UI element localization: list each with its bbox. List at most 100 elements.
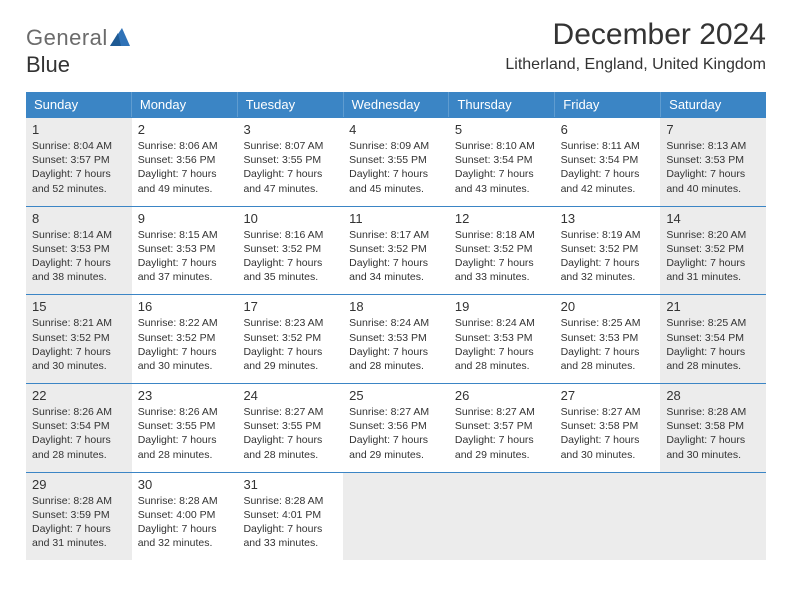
day-number: 24: [243, 388, 336, 403]
location-text: Litherland, England, United Kingdom: [505, 56, 766, 74]
day-cell: 26Sunrise: 8:27 AMSunset: 3:57 PMDayligh…: [449, 384, 555, 472]
day-info: Sunrise: 8:25 AMSunset: 3:54 PMDaylight:…: [666, 316, 759, 373]
sunrise-text: Sunrise: 8:17 AM: [349, 228, 442, 242]
day-number: 27: [561, 388, 654, 403]
daylight-text: Daylight: 7 hours and 29 minutes.: [243, 345, 336, 373]
day-of-week-row: Sunday Monday Tuesday Wednesday Thursday…: [26, 92, 766, 117]
week-row: 8Sunrise: 8:14 AMSunset: 3:53 PMDaylight…: [26, 206, 766, 295]
day-cell: [555, 473, 661, 561]
daylight-text: Daylight: 7 hours and 42 minutes.: [561, 167, 654, 195]
day-info: Sunrise: 8:04 AMSunset: 3:57 PMDaylight:…: [32, 139, 125, 196]
day-number: 21: [666, 299, 759, 314]
sunrise-text: Sunrise: 8:26 AM: [32, 405, 125, 419]
sunrise-text: Sunrise: 8:15 AM: [138, 228, 231, 242]
sunrise-text: Sunrise: 8:28 AM: [666, 405, 759, 419]
day-cell: 13Sunrise: 8:19 AMSunset: 3:52 PMDayligh…: [555, 207, 661, 295]
sunset-text: Sunset: 3:59 PM: [32, 508, 125, 522]
day-info: Sunrise: 8:28 AMSunset: 3:58 PMDaylight:…: [666, 405, 759, 462]
month-title: December 2024: [505, 18, 766, 52]
sunrise-text: Sunrise: 8:24 AM: [455, 316, 548, 330]
sunset-text: Sunset: 3:53 PM: [666, 153, 759, 167]
day-cell: 17Sunrise: 8:23 AMSunset: 3:52 PMDayligh…: [237, 295, 343, 383]
daylight-text: Daylight: 7 hours and 52 minutes.: [32, 167, 125, 195]
sunset-text: Sunset: 4:01 PM: [243, 508, 336, 522]
sunset-text: Sunset: 3:52 PM: [349, 242, 442, 256]
day-info: Sunrise: 8:17 AMSunset: 3:52 PMDaylight:…: [349, 228, 442, 285]
week-row: 1 Sunrise: 8:04 AMSunset: 3:57 PMDaylight…: [26, 117, 766, 206]
title-block: December 2024 Litherland, England, Unite…: [505, 18, 766, 74]
sunset-text: Sunset: 3:52 PM: [666, 242, 759, 256]
day-info: Sunrise: 8:27 AMSunset: 3:56 PMDaylight:…: [349, 405, 442, 462]
day-number: 16: [138, 299, 231, 314]
week-row: 22Sunrise: 8:26 AMSunset: 3:54 PMDayligh…: [26, 383, 766, 472]
sunset-text: Sunset: 3:55 PM: [138, 419, 231, 433]
sunset-text: Sunset: 3:56 PM: [138, 153, 231, 167]
sunrise-text: Sunrise: 8:26 AM: [138, 405, 231, 419]
sunrise-text: Sunrise: 8:22 AM: [138, 316, 231, 330]
day-info: Sunrise: 8:16 AMSunset: 3:52 PMDaylight:…: [243, 228, 336, 285]
sail-icon: [110, 26, 130, 52]
sunrise-text: Sunrise: 8:18 AM: [455, 228, 548, 242]
weeks-container: 1 Sunrise: 8:04 AMSunset: 3:57 PMDaylight…: [26, 117, 766, 560]
sunset-text: Sunset: 3:54 PM: [666, 331, 759, 345]
sunrise-text: Sunrise: 8:23 AM: [243, 316, 336, 330]
day-cell: 22Sunrise: 8:26 AMSunset: 3:54 PMDayligh…: [26, 384, 132, 472]
day-cell: 19Sunrise: 8:24 AMSunset: 3:53 PMDayligh…: [449, 295, 555, 383]
day-number: 13: [561, 211, 654, 226]
day-cell: [343, 473, 449, 561]
daylight-text: Daylight: 7 hours and 32 minutes.: [138, 522, 231, 550]
daylight-text: Daylight: 7 hours and 35 minutes.: [243, 256, 336, 284]
sunrise-text: Sunrise: 8:21 AM: [32, 316, 125, 330]
day-cell: 30Sunrise: 8:28 AMSunset: 4:00 PMDayligh…: [132, 473, 238, 561]
sunrise-text: Sunrise: 8:25 AM: [561, 316, 654, 330]
day-number: 5: [455, 122, 548, 137]
day-cell: 11Sunrise: 8:17 AMSunset: 3:52 PMDayligh…: [343, 207, 449, 295]
daylight-text: Daylight: 7 hours and 33 minutes.: [455, 256, 548, 284]
day-number: 3: [243, 122, 336, 137]
daylight-text: Daylight: 7 hours and 30 minutes.: [138, 345, 231, 373]
sunset-text: Sunset: 3:52 PM: [455, 242, 548, 256]
day-info: Sunrise: 8:18 AMSunset: 3:52 PMDaylight:…: [455, 228, 548, 285]
daylight-text: Daylight: 7 hours and 29 minutes.: [455, 433, 548, 461]
daylight-text: Daylight: 7 hours and 45 minutes.: [349, 167, 442, 195]
daylight-text: Daylight: 7 hours and 28 minutes.: [349, 345, 442, 373]
daylight-text: Daylight: 7 hours and 49 minutes.: [138, 167, 231, 195]
daylight-text: Daylight: 7 hours and 31 minutes.: [666, 256, 759, 284]
sunrise-text: Sunrise: 8:19 AM: [561, 228, 654, 242]
sunset-text: Sunset: 3:52 PM: [32, 331, 125, 345]
day-number: 23: [138, 388, 231, 403]
sunrise-text: Sunrise: 8:06 AM: [138, 139, 231, 153]
sunset-text: Sunset: 3:53 PM: [349, 331, 442, 345]
daylight-text: Daylight: 7 hours and 29 minutes.: [349, 433, 442, 461]
day-cell: 24Sunrise: 8:27 AMSunset: 3:55 PMDayligh…: [237, 384, 343, 472]
day-number: 1: [32, 122, 125, 137]
sunrise-text: Sunrise: 8:13 AM: [666, 139, 759, 153]
day-number: 18: [349, 299, 442, 314]
day-info: Sunrise: 8:21 AMSunset: 3:52 PMDaylight:…: [32, 316, 125, 373]
sunset-text: Sunset: 3:53 PM: [455, 331, 548, 345]
sunset-text: Sunset: 3:55 PM: [243, 153, 336, 167]
day-info: Sunrise: 8:14 AMSunset: 3:53 PMDaylight:…: [32, 228, 125, 285]
sunset-text: Sunset: 3:52 PM: [243, 331, 336, 345]
dow-thursday: Thursday: [449, 92, 555, 117]
day-info: Sunrise: 8:26 AMSunset: 3:55 PMDaylight:…: [138, 405, 231, 462]
sunset-text: Sunset: 3:58 PM: [561, 419, 654, 433]
sunset-text: Sunset: 3:56 PM: [349, 419, 442, 433]
daylight-text: Daylight: 7 hours and 30 minutes.: [32, 345, 125, 373]
day-cell: 10Sunrise: 8:16 AMSunset: 3:52 PMDayligh…: [237, 207, 343, 295]
week-row: 15Sunrise: 8:21 AMSunset: 3:52 PMDayligh…: [26, 294, 766, 383]
sunset-text: Sunset: 3:52 PM: [243, 242, 336, 256]
day-cell: 18Sunrise: 8:24 AMSunset: 3:53 PMDayligh…: [343, 295, 449, 383]
day-cell: [660, 473, 766, 561]
daylight-text: Daylight: 7 hours and 31 minutes.: [32, 522, 125, 550]
day-info: Sunrise: 8:22 AMSunset: 3:52 PMDaylight:…: [138, 316, 231, 373]
daylight-text: Daylight: 7 hours and 40 minutes.: [666, 167, 759, 195]
day-number: 14: [666, 211, 759, 226]
daylight-text: Daylight: 7 hours and 28 minutes.: [138, 433, 231, 461]
sunrise-text: Sunrise: 8:20 AM: [666, 228, 759, 242]
daylight-text: Daylight: 7 hours and 32 minutes.: [561, 256, 654, 284]
day-number: 30: [138, 477, 231, 492]
day-info: Sunrise: 8:07 AMSunset: 3:55 PMDaylight:…: [243, 139, 336, 196]
sunset-text: Sunset: 3:54 PM: [561, 153, 654, 167]
day-number: 29: [32, 477, 125, 492]
